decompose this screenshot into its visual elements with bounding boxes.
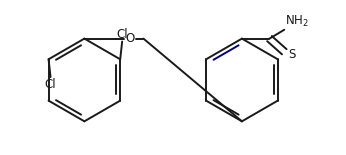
Text: Cl: Cl [45, 78, 56, 91]
Text: Cl: Cl [116, 28, 128, 41]
Text: O: O [125, 32, 134, 45]
Text: S: S [288, 48, 295, 61]
Text: NH$_2$: NH$_2$ [285, 14, 309, 29]
